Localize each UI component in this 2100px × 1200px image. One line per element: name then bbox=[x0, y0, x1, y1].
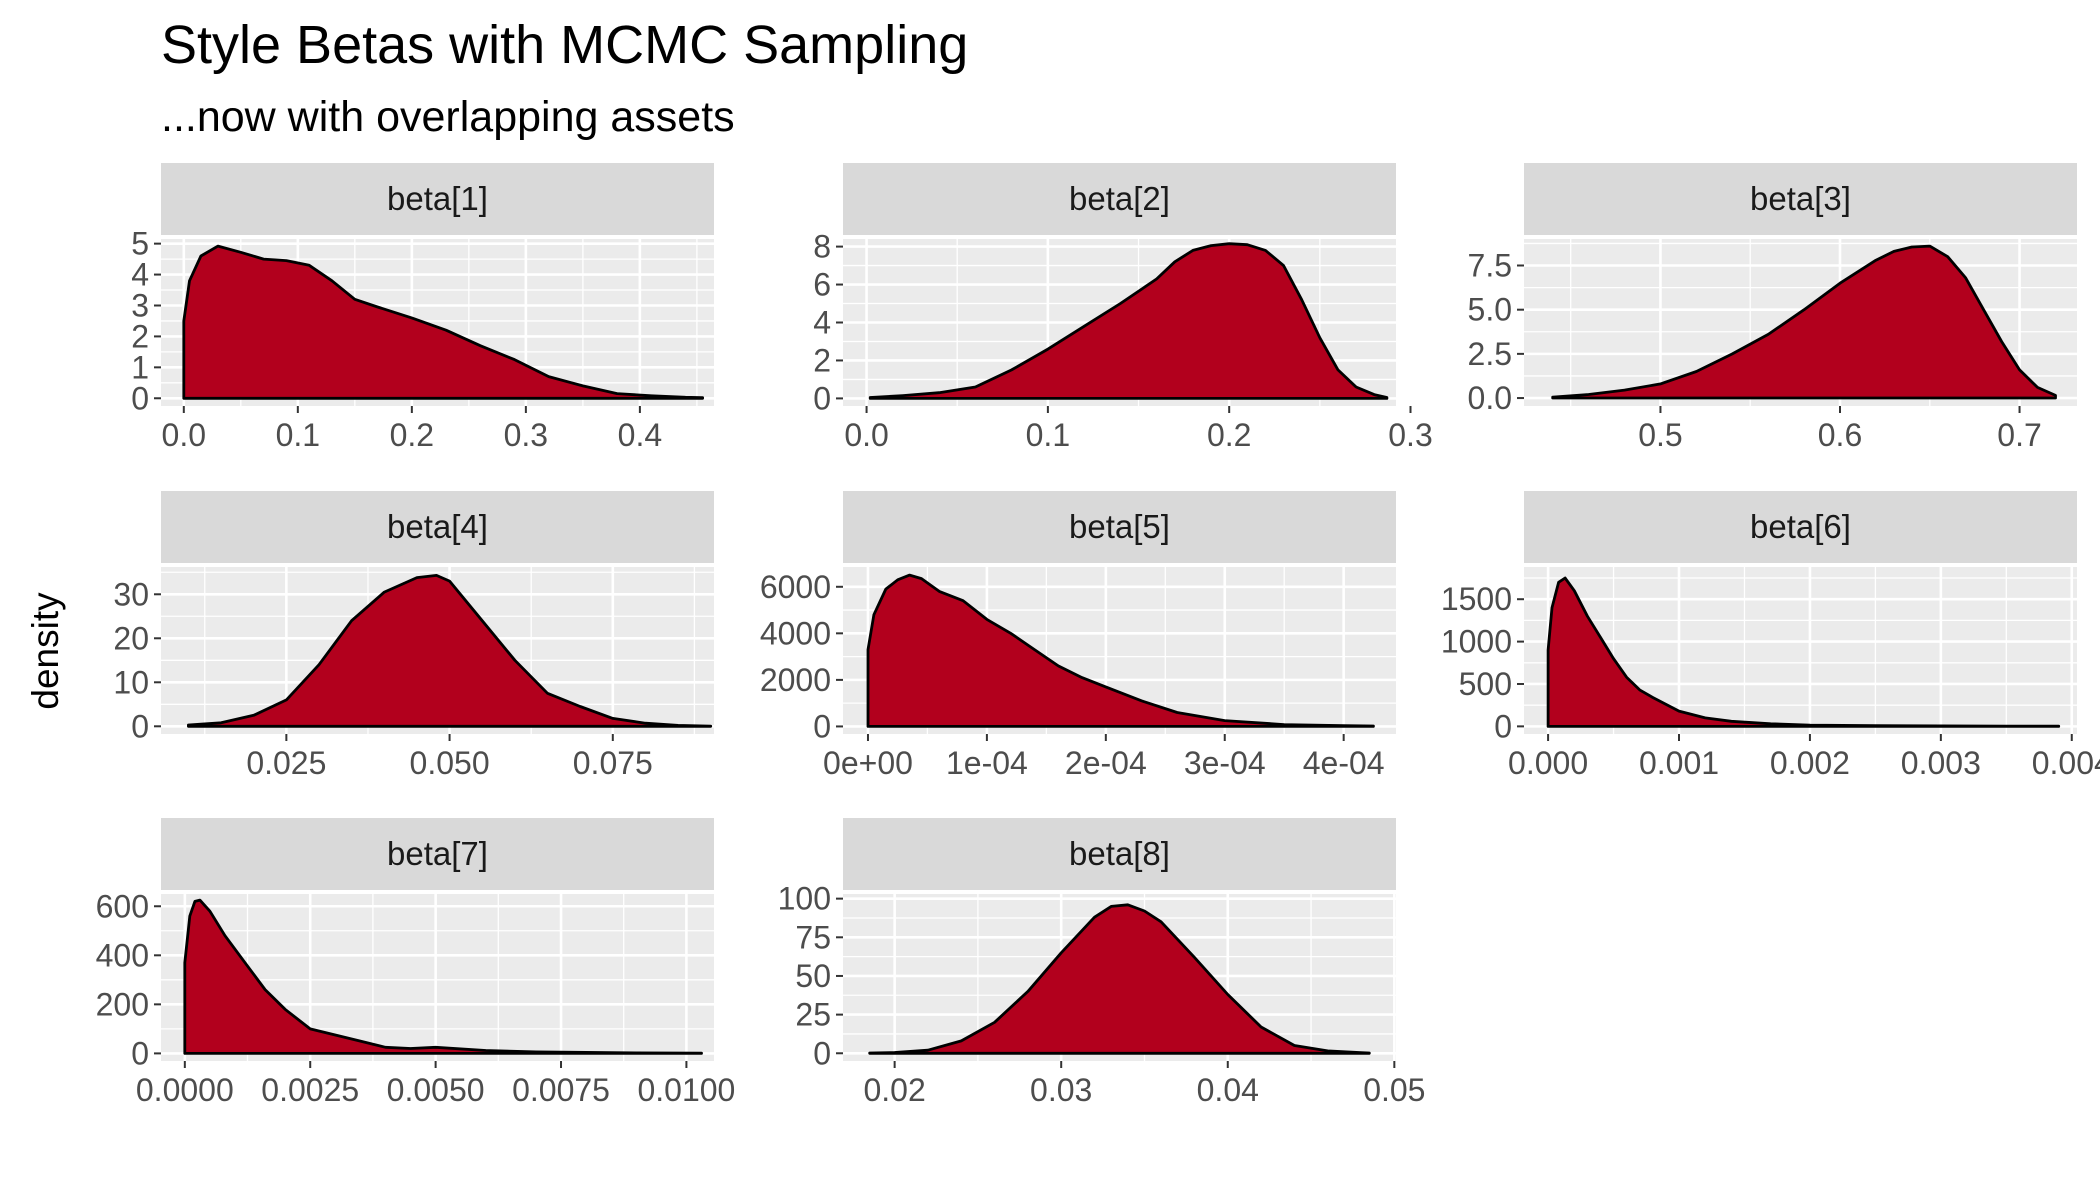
facet-panel: beta[6] 0.000 0.001 0.002 0.003 0.004 0 500 1000… bbox=[1441, 491, 2100, 781]
x-tick-label: 0.0 bbox=[844, 417, 888, 453]
x-tick-label: 1e-04 bbox=[946, 745, 1028, 781]
y-tick-label: 4 bbox=[131, 257, 149, 293]
y-tick-label: 75 bbox=[795, 919, 831, 955]
y-tick-label: 600 bbox=[96, 888, 149, 924]
x-tick-label: 0.03 bbox=[1030, 1072, 1092, 1108]
x-tick-label: 0.0000 bbox=[136, 1072, 234, 1108]
y-tick-label: 500 bbox=[1459, 666, 1512, 702]
facet-panel: beta[5] 0e+00 1e-04 2e-04 3e-04 4e-04 0 2000 400… bbox=[760, 491, 1396, 781]
chart-title: Style Betas with MCMC Sampling bbox=[161, 15, 968, 75]
facet-panel: beta[1] 0.0 0.1 0.2 0.3 0.4 012345 bbox=[131, 163, 714, 453]
x-tick-label: 0.0050 bbox=[387, 1072, 485, 1108]
facet-strip-label: beta[6] bbox=[1750, 508, 1851, 545]
y-tick-label: 0 bbox=[813, 380, 831, 416]
facet-strip-label: beta[1] bbox=[387, 180, 488, 217]
facet-strip-label: beta[7] bbox=[387, 835, 488, 872]
chart-subtitle: ...now with overlapping assets bbox=[161, 93, 735, 141]
x-tick-label: 4e-04 bbox=[1303, 745, 1385, 781]
facet-strip-label: beta[3] bbox=[1750, 180, 1851, 217]
y-tick-label: 8 bbox=[813, 229, 831, 265]
y-tick-label: 50 bbox=[795, 958, 831, 994]
facet-panel: beta[7] 0.0000 0.0025 0.0050 0.0075 0.0100 0 20… bbox=[96, 818, 736, 1108]
x-tick-label: 0.001 bbox=[1639, 745, 1719, 781]
x-tick-label: 0.4 bbox=[618, 417, 662, 453]
facet-strip-label: beta[2] bbox=[1069, 180, 1170, 217]
y-tick-label: 4 bbox=[813, 305, 831, 341]
y-tick-label: 0 bbox=[131, 708, 149, 744]
faceted-density-chart: Style Betas with MCMC Sampling ...now wi… bbox=[0, 0, 2100, 1200]
x-tick-label: 0.05 bbox=[1363, 1072, 1425, 1108]
x-tick-label: 0.025 bbox=[246, 745, 326, 781]
facet-strip-label: beta[4] bbox=[387, 508, 488, 545]
y-tick-label: 100 bbox=[778, 881, 831, 917]
y-tick-label: 4000 bbox=[760, 615, 831, 651]
y-tick-label: 0 bbox=[131, 380, 149, 416]
y-tick-label: 400 bbox=[96, 937, 149, 973]
y-tick-label: 3 bbox=[131, 287, 149, 323]
y-tick-label: 1500 bbox=[1441, 581, 1512, 617]
x-tick-label: 0.04 bbox=[1197, 1072, 1259, 1108]
x-tick-label: 0.0075 bbox=[512, 1072, 610, 1108]
facet-strip-label: beta[8] bbox=[1069, 835, 1170, 872]
y-tick-label: 0 bbox=[131, 1035, 149, 1071]
x-tick-label: 0.6 bbox=[1818, 417, 1862, 453]
facet-strip-label: beta[5] bbox=[1069, 508, 1170, 545]
y-tick-label: 6 bbox=[813, 267, 831, 303]
x-tick-label: 0.2 bbox=[1207, 417, 1251, 453]
y-tick-label: 0 bbox=[1494, 708, 1512, 744]
x-tick-label: 3e-04 bbox=[1184, 745, 1266, 781]
y-tick-label: 1 bbox=[131, 349, 149, 385]
y-tick-label: 5 bbox=[131, 226, 149, 262]
x-tick-label: 0.3 bbox=[1388, 417, 1432, 453]
y-tick-label: 25 bbox=[795, 997, 831, 1033]
x-tick-label: 2e-04 bbox=[1065, 745, 1147, 781]
x-tick-label: 0.002 bbox=[1770, 745, 1850, 781]
y-tick-label: 200 bbox=[96, 986, 149, 1022]
y-tick-label: 7.5 bbox=[1468, 248, 1512, 284]
x-tick-label: 0.7 bbox=[1997, 417, 2041, 453]
x-tick-label: 0.5 bbox=[1638, 417, 1682, 453]
facet-panel: beta[3] 0.5 0.6 0.7 0.0 2.5 5.0 7.5 bbox=[1468, 163, 2077, 453]
facet-panel: beta[4] 0.025 0.050 0.075 0 10 20 30 bbox=[113, 491, 714, 781]
x-tick-label: 0.1 bbox=[276, 417, 320, 453]
y-tick-label: 2 bbox=[813, 342, 831, 378]
x-tick-label: 0.1 bbox=[1026, 417, 1070, 453]
x-tick-label: 0.000 bbox=[1508, 745, 1588, 781]
y-tick-label: 2 bbox=[131, 318, 149, 354]
y-tick-label: 1000 bbox=[1441, 624, 1512, 660]
x-tick-label: 0.02 bbox=[863, 1072, 925, 1108]
y-axis-title: density bbox=[25, 592, 66, 710]
y-tick-label: 2.5 bbox=[1468, 336, 1512, 372]
x-tick-label: 0.0100 bbox=[637, 1072, 735, 1108]
x-tick-label: 0.003 bbox=[1901, 745, 1981, 781]
y-tick-label: 30 bbox=[113, 576, 149, 612]
x-tick-label: 0.3 bbox=[504, 417, 548, 453]
y-tick-label: 0 bbox=[813, 708, 831, 744]
x-tick-label: 0.004 bbox=[2032, 745, 2100, 781]
x-tick-label: 0.050 bbox=[410, 745, 490, 781]
y-tick-label: 6000 bbox=[760, 569, 831, 605]
x-tick-label: 0.2 bbox=[390, 417, 434, 453]
x-tick-label: 0.0025 bbox=[261, 1072, 359, 1108]
y-tick-label: 2000 bbox=[760, 662, 831, 698]
y-tick-label: 20 bbox=[113, 620, 149, 656]
y-tick-label: 10 bbox=[113, 664, 149, 700]
y-tick-label: 5.0 bbox=[1468, 292, 1512, 328]
y-tick-label: 0.0 bbox=[1468, 380, 1512, 416]
x-tick-label: 0e+00 bbox=[823, 745, 913, 781]
x-tick-label: 0.075 bbox=[573, 745, 653, 781]
y-tick-label: 0 bbox=[813, 1035, 831, 1071]
x-tick-label: 0.0 bbox=[162, 417, 206, 453]
